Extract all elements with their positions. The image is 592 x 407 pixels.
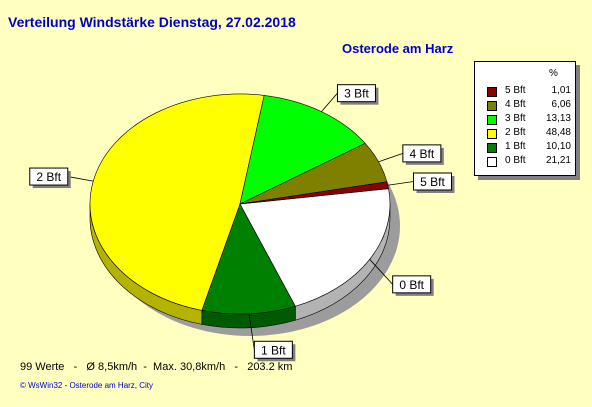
legend-label: 5 Bft bbox=[505, 85, 526, 96]
label-text: 5 Bft bbox=[420, 175, 445, 189]
location-subtitle: Osterode am Harz bbox=[342, 41, 454, 56]
legend-header: % bbox=[549, 68, 558, 79]
label-leader-line bbox=[67, 176, 94, 182]
pie-slice-5-bft bbox=[239, 181, 389, 205]
legend: % 5 Bft 1,01 4 Bft 6,06 3 Bft 13,13 2 Bf… bbox=[474, 61, 576, 176]
legend-value: 13,13 bbox=[545, 113, 571, 124]
label-box bbox=[402, 144, 442, 163]
legend-value: 21,21 bbox=[545, 155, 571, 166]
legend-label: 2 Bft bbox=[505, 127, 526, 138]
label-leader-line bbox=[387, 181, 414, 186]
pie-slice-2-bft bbox=[89, 93, 265, 311]
pie-slice-3-bft bbox=[239, 95, 366, 205]
label-leader-line bbox=[378, 153, 403, 163]
slice-label-5-bft: 5 Bft bbox=[387, 172, 455, 193]
legend-item-4bft: 4 Bft 6,06 bbox=[487, 99, 571, 111]
footer-credit: © WsWin32 - Osterode am Harz, City bbox=[20, 381, 154, 390]
legend-value: 6,06 bbox=[551, 99, 571, 110]
slice-label-1-bft: 1 Bft bbox=[248, 313, 296, 362]
legend-item-1bft: 1 Bft 10,10 bbox=[487, 141, 571, 153]
chart-title: Verteilung Windstärke Dienstag, 27.02.20… bbox=[8, 14, 296, 30]
legend-value: 10,10 bbox=[545, 141, 571, 152]
legend-swatch bbox=[487, 115, 497, 125]
summary-stats: 99 Werte - Ø 8,5km/h - Max. 30,8km/h - 2… bbox=[20, 361, 293, 373]
legend-swatch bbox=[487, 143, 497, 153]
label-text: 1 Bft bbox=[261, 343, 286, 357]
label-box bbox=[336, 84, 376, 103]
label-leader-line bbox=[369, 259, 393, 285]
label-text: 0 Bft bbox=[399, 278, 424, 292]
label-text: 3 Bft bbox=[344, 87, 369, 101]
legend-label: 4 Bft bbox=[505, 99, 526, 110]
legend-value: 1,01 bbox=[551, 85, 571, 96]
legend-swatch bbox=[487, 129, 497, 139]
label-box bbox=[29, 167, 69, 186]
legend-value: 48,48 bbox=[545, 127, 571, 138]
label-box bbox=[253, 340, 293, 359]
label-box bbox=[412, 172, 452, 191]
legend-item-5bft: 5 Bft 1,01 bbox=[487, 85, 571, 97]
slice-label-2-bft: 2 Bft bbox=[29, 167, 94, 189]
legend-swatch bbox=[487, 87, 497, 97]
slice-label-3-bft: 3 Bft bbox=[321, 84, 379, 112]
label-leader-line bbox=[248, 313, 255, 350]
legend-swatch bbox=[487, 101, 497, 111]
legend-swatch bbox=[487, 157, 497, 167]
legend-label: 0 Bft bbox=[505, 155, 526, 166]
legend-item-2bft: 2 Bft 48,48 bbox=[487, 127, 571, 139]
legend-item-3bft: 3 Bft 13,13 bbox=[487, 113, 571, 125]
label-text: 2 Bft bbox=[36, 170, 61, 184]
legend-label: 3 Bft bbox=[505, 113, 526, 124]
slice-label-0-bft: 0 Bft bbox=[369, 259, 434, 296]
label-text: 4 Bft bbox=[410, 147, 435, 161]
label-leader-line bbox=[321, 92, 338, 112]
label-box bbox=[392, 275, 432, 294]
legend-label: 1 Bft bbox=[505, 141, 526, 152]
slice-label-4-bft: 4 Bft bbox=[378, 144, 444, 165]
legend-item-0bft: 0 Bft 21,21 bbox=[487, 155, 571, 167]
